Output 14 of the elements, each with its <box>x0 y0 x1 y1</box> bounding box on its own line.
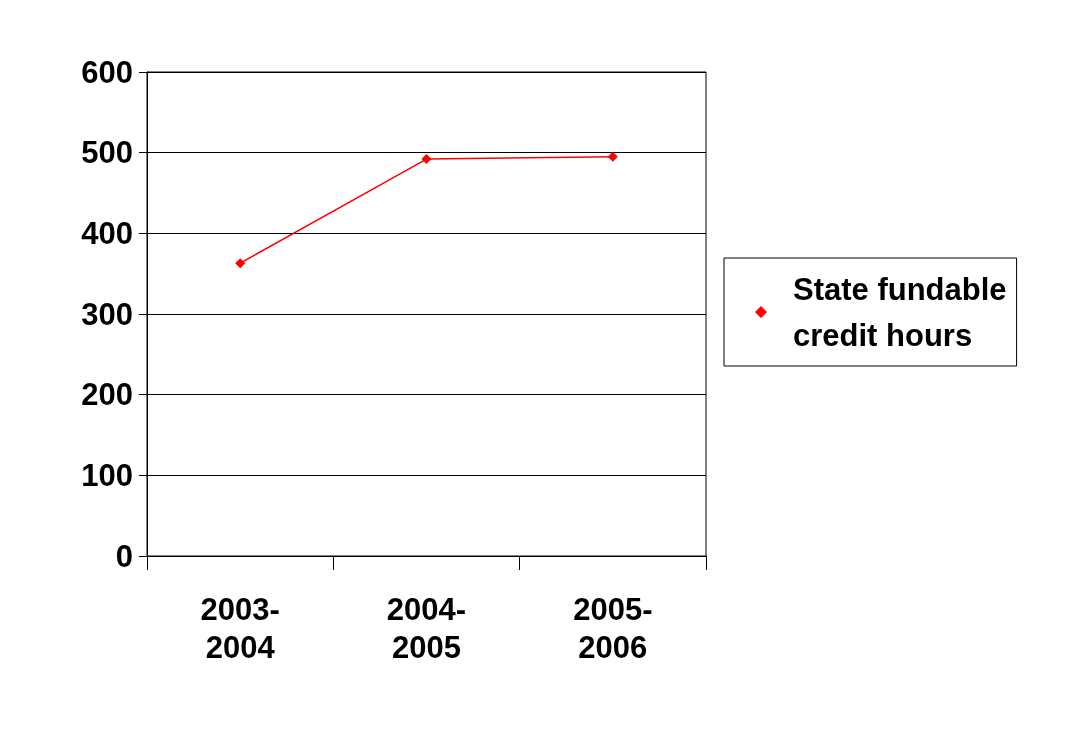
y-tick-label: 200 <box>81 377 133 413</box>
y-tick-label: 500 <box>81 135 133 171</box>
y-tick-label: 300 <box>81 296 133 332</box>
legend-label: State fundable credit hours <box>793 271 1007 353</box>
y-tick-label: 0 <box>115 538 133 574</box>
y-tick-label: 100 <box>81 457 133 493</box>
y-tick-label: 400 <box>81 215 133 251</box>
y-tick-label: 600 <box>81 54 133 90</box>
point <box>607 151 618 162</box>
x-tick-label: 2005-2006 <box>573 591 653 665</box>
x-tick-label: 2003-2004 <box>200 591 280 665</box>
x-tick-label: 2004-2005 <box>386 591 467 665</box>
point <box>421 154 432 165</box>
point <box>235 258 246 269</box>
